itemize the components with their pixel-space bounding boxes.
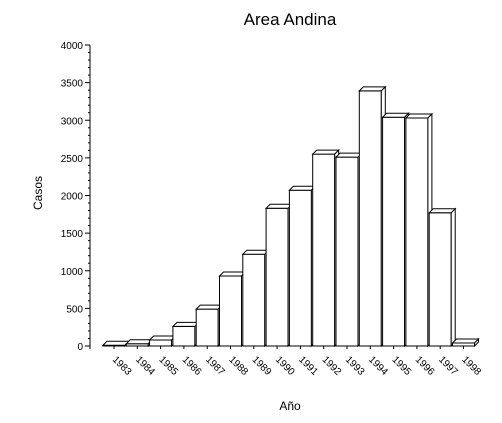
y-tick-label: 0 [77,342,83,353]
y-axis: 0 500 1000 1500 2000 2500 3000 3500 4000 [61,41,91,353]
bar [288,185,317,348]
x-tick-label: 1988 [226,354,250,378]
bar-front [265,207,289,347]
y-tick-label: 500 [66,304,83,315]
x-tick-label: 1989 [250,354,274,378]
x-tick-label: 1987 [203,354,227,378]
bar [427,207,457,348]
bar [358,85,387,348]
y-tick-label: 3500 [61,79,84,90]
x-tick-label: 1992 [320,354,344,378]
bar [451,337,480,348]
bar-front [195,308,219,347]
bar-side [450,207,456,348]
bar [241,248,271,348]
bar [218,270,247,348]
bar-side [474,337,479,348]
y-tick-label: 1500 [61,229,84,240]
x-tick-label: 1993 [343,354,367,378]
x-tick-label: 1983 [110,354,134,378]
x-tick-label: 1985 [156,354,180,378]
bar [101,340,131,348]
x-tick-label: 1994 [366,354,390,378]
x-tick-label: 1991 [296,354,320,378]
y-tick-label: 3000 [61,116,84,127]
bar-front [219,275,242,347]
x-tick-label: 1995 [389,354,413,378]
bar [334,151,364,348]
x-axis-label: Año [279,399,301,413]
bar [264,203,294,348]
bar [404,112,434,348]
x-axis: 1983 1984 1985 1986 1987 1988 1989 1990 1991 1992… [110,346,483,378]
y-tick-label: 2500 [61,154,84,165]
bar [125,338,154,348]
y-tick-label: 2000 [61,192,84,203]
y-tick-label: 4000 [61,41,84,52]
bar-front [382,116,406,347]
bar-front [405,117,429,347]
bars [101,85,480,348]
x-tick-label: 1986 [180,354,204,378]
bar-front [335,156,359,347]
bar [148,334,177,348]
y-tick-label: 1000 [61,267,84,278]
bar-front [312,153,336,347]
x-tick-label: 1990 [273,354,297,378]
bar [311,148,340,348]
x-tick-label: 1998 [459,354,483,378]
chart-title: Area Andina [244,10,337,29]
x-tick-label: 1984 [133,354,157,378]
bar [194,303,224,348]
y-axis-label: Casos [31,176,45,210]
bar-front [428,212,452,347]
x-tick-label: 1996 [413,354,437,378]
bar-front [149,339,173,347]
bar [381,112,410,348]
bar-front [358,90,382,347]
bar-front [172,325,196,347]
bar-front [288,189,312,347]
bar [171,321,201,348]
bar-front [242,253,266,347]
x-tick-label: 1997 [436,354,460,378]
